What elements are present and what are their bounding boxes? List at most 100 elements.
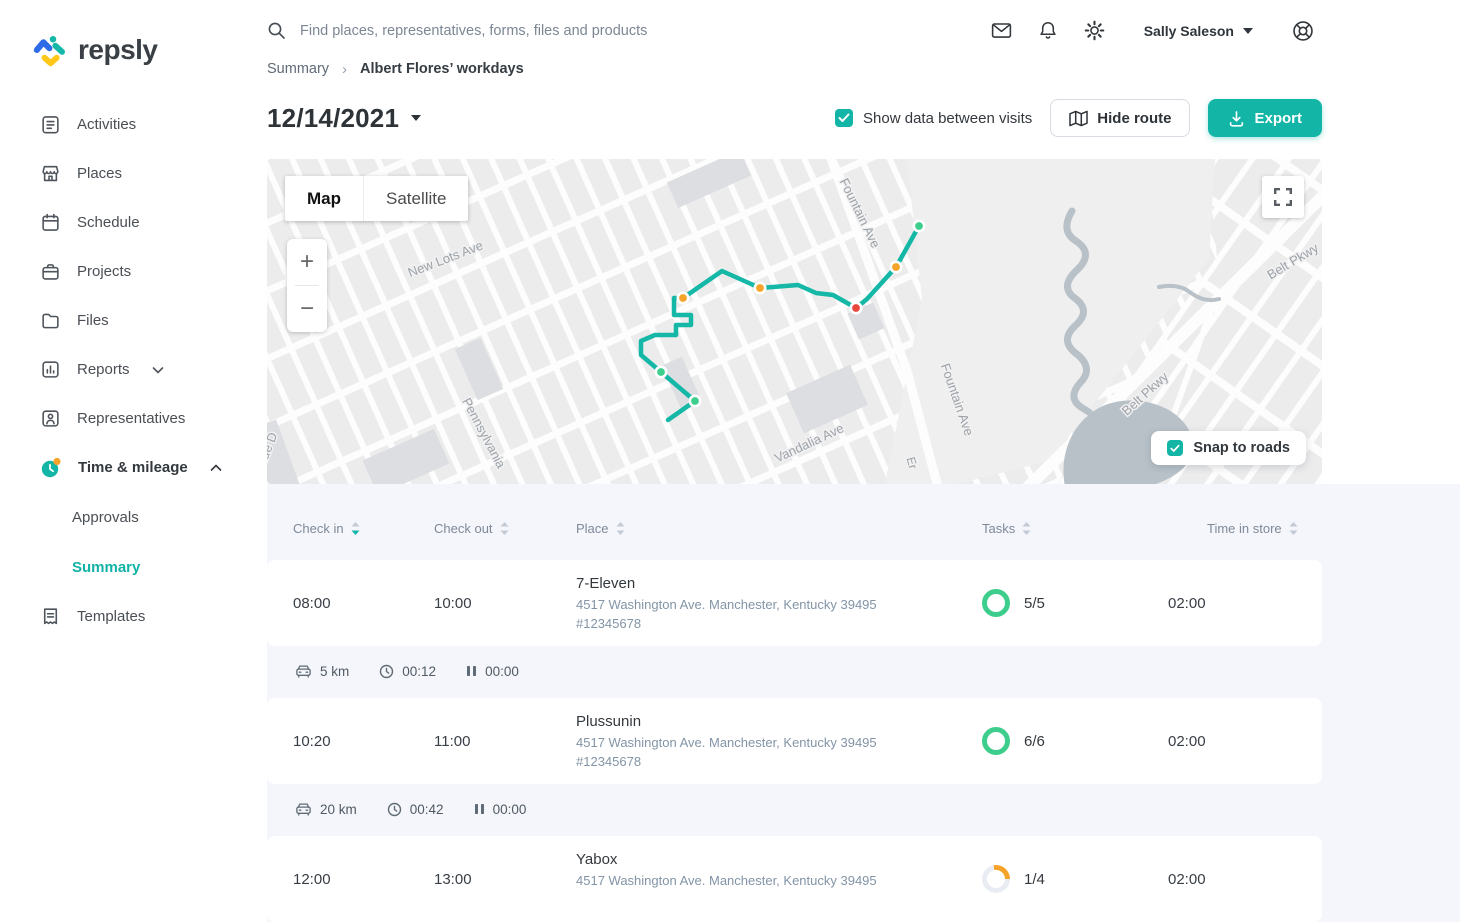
toolbar-controls: Show data between visits Hide route Expo… — [835, 99, 1322, 137]
zoom-out-button[interactable]: − — [299, 295, 314, 322]
map-type-map-button[interactable]: Map — [285, 176, 363, 221]
check-in-time: 10:20 — [293, 732, 331, 750]
topbar: Find places, representatives, forms, fil… — [267, 0, 1460, 61]
breadcrumb-parent[interactable]: Summary — [267, 61, 330, 77]
map-type-satellite-button[interactable]: Satellite — [363, 176, 469, 221]
sidebar-item-files[interactable]: Files — [0, 296, 265, 345]
column-label: Place — [576, 521, 609, 536]
place-address: 4517 Washington Ave. Manchester, Kentuck… — [576, 873, 877, 888]
column-header-time-in-store[interactable]: Time in store — [1168, 520, 1322, 537]
column-header-check-in[interactable]: Check in — [293, 520, 434, 537]
breadcrumb-current: Albert Flores’ workdays — [360, 61, 524, 77]
distance-value: 5 km — [320, 663, 350, 679]
hide-route-button[interactable]: Hide route — [1050, 99, 1191, 137]
column-header-tasks[interactable]: Tasks — [982, 520, 1168, 537]
route-stop-marker[interactable] — [654, 365, 668, 379]
sidebar-item-label: Places — [77, 165, 123, 182]
sidebar-item-representatives[interactable]: Representatives — [0, 394, 265, 443]
sidebar-item-projects[interactable]: Projects — [0, 247, 265, 296]
fullscreen-icon — [1274, 188, 1292, 206]
route-stop-marker[interactable] — [889, 260, 903, 274]
show-data-checkbox[interactable] — [835, 109, 854, 127]
fullscreen-button[interactable] — [1262, 176, 1304, 218]
place-name: Plussunin — [576, 713, 642, 730]
caret-down-icon — [1243, 27, 1253, 34]
sidebar-item-time-mileage[interactable]: Time & mileage — [0, 443, 265, 492]
zoom-divider — [295, 285, 319, 286]
place-reference: #12345678 — [576, 616, 642, 631]
sidebar-item-places[interactable]: Places — [0, 149, 265, 198]
clipboard-icon — [42, 116, 59, 134]
date-dropdown[interactable]: 12/14/2021 — [267, 103, 422, 134]
column-header-place[interactable]: Place — [576, 520, 982, 537]
column-header-check-out[interactable]: Check out — [434, 520, 576, 537]
sort-icon — [500, 522, 509, 535]
gear-icon[interactable] — [1083, 19, 1106, 42]
place-address: 4517 Washington Ave. Manchester, Kentuck… — [576, 735, 877, 750]
time-in-store: 02:00 — [1168, 594, 1206, 612]
map-park-area — [885, 159, 1215, 484]
travel-distance: 20 km — [295, 802, 357, 817]
toolbar: 12/14/2021 Show data between visits Hide… — [267, 99, 1460, 137]
bell-icon[interactable] — [1037, 19, 1059, 42]
bar-chart-icon — [42, 361, 59, 378]
check-icon — [1170, 444, 1180, 452]
time-in-store: 02:00 — [1168, 732, 1206, 750]
breadcrumb: Summary › Albert Flores’ workdays — [267, 61, 1460, 78]
sidebar-item-approvals[interactable]: Approvals — [0, 492, 265, 542]
duration-value: 00:42 — [409, 801, 444, 817]
visit-row[interactable]: 12:00 13:00 Yabox 4517 Washington Ave. M… — [267, 836, 1322, 922]
snap-checkbox[interactable] — [1167, 440, 1184, 456]
map-icon — [1069, 110, 1089, 126]
pause-value: 00:00 — [492, 801, 527, 817]
tasks-progress-ring — [982, 727, 1010, 755]
sidebar-item-label: Reports — [77, 361, 130, 378]
route-stop-marker[interactable] — [688, 394, 702, 408]
sidebar-subitem-label: Summary — [72, 558, 141, 576]
repsly-logo[interactable]: repsly — [0, 0, 265, 74]
sidebar-item-activities[interactable]: Activities — [0, 100, 265, 149]
help-icon[interactable] — [1291, 19, 1315, 43]
travel-segment: 20 km 00:42 00:00 — [267, 798, 1322, 820]
route-stop-marker[interactable] — [849, 301, 863, 315]
place-cell: Plussunin 4517 Washington Ave. Mancheste… — [576, 713, 982, 769]
pause-icon — [474, 804, 484, 814]
travel-duration: 00:42 — [387, 802, 444, 817]
receipt-icon — [43, 608, 58, 625]
snap-to-roads-toggle[interactable]: Snap to roads — [1151, 431, 1306, 465]
travel-segment: 5 km 00:12 00:00 — [267, 660, 1322, 682]
sidebar-item-label: Files — [77, 312, 109, 329]
export-label: Export — [1254, 109, 1302, 127]
tasks-progress-ring — [982, 589, 1010, 617]
mail-icon[interactable] — [990, 19, 1013, 42]
route-stop-marker[interactable] — [676, 291, 690, 305]
user-menu[interactable]: Sally Saleson — [1144, 23, 1253, 39]
brand-name: repsly — [78, 34, 158, 65]
sidebar-item-label: Representatives — [77, 410, 186, 427]
place-address: 4517 Washington Ave. Manchester, Kentuck… — [576, 597, 877, 612]
export-button[interactable]: Export — [1208, 99, 1322, 137]
place-cell: 7-Eleven 4517 Washington Ave. Manchester… — [576, 575, 982, 631]
sort-icon — [1289, 522, 1298, 535]
route-stop-marker[interactable] — [753, 281, 767, 295]
visit-row[interactable]: 10:20 11:00 Plussunin 4517 Washington Av… — [267, 698, 1322, 784]
tasks-count: 6/6 — [1024, 732, 1045, 750]
table-header: Check in Check out Place Tasks Time in s… — [267, 520, 1322, 537]
route-stop-marker[interactable] — [912, 219, 926, 233]
snap-label: Snap to roads — [1193, 440, 1290, 456]
storefront-icon — [42, 165, 59, 182]
chevron-down-icon — [152, 366, 163, 374]
sidebar-item-summary[interactable]: Summary — [0, 542, 265, 592]
tasks-count: 5/5 — [1024, 594, 1045, 612]
sidebar-subitem-label: Approvals — [72, 508, 139, 526]
sidebar-item-templates[interactable]: Templates — [0, 592, 265, 641]
visit-row[interactable]: 08:00 10:00 7-Eleven 4517 Washington Ave… — [267, 560, 1322, 646]
sidebar-item-reports[interactable]: Reports — [0, 345, 265, 394]
car-icon — [296, 664, 311, 678]
global-search-input[interactable]: Find places, representatives, forms, fil… — [267, 21, 990, 40]
zoom-in-button[interactable]: + — [299, 248, 314, 275]
sidebar-item-schedule[interactable]: Schedule — [0, 198, 265, 247]
route-stops — [654, 219, 926, 408]
column-label: Time in store — [1207, 521, 1282, 536]
